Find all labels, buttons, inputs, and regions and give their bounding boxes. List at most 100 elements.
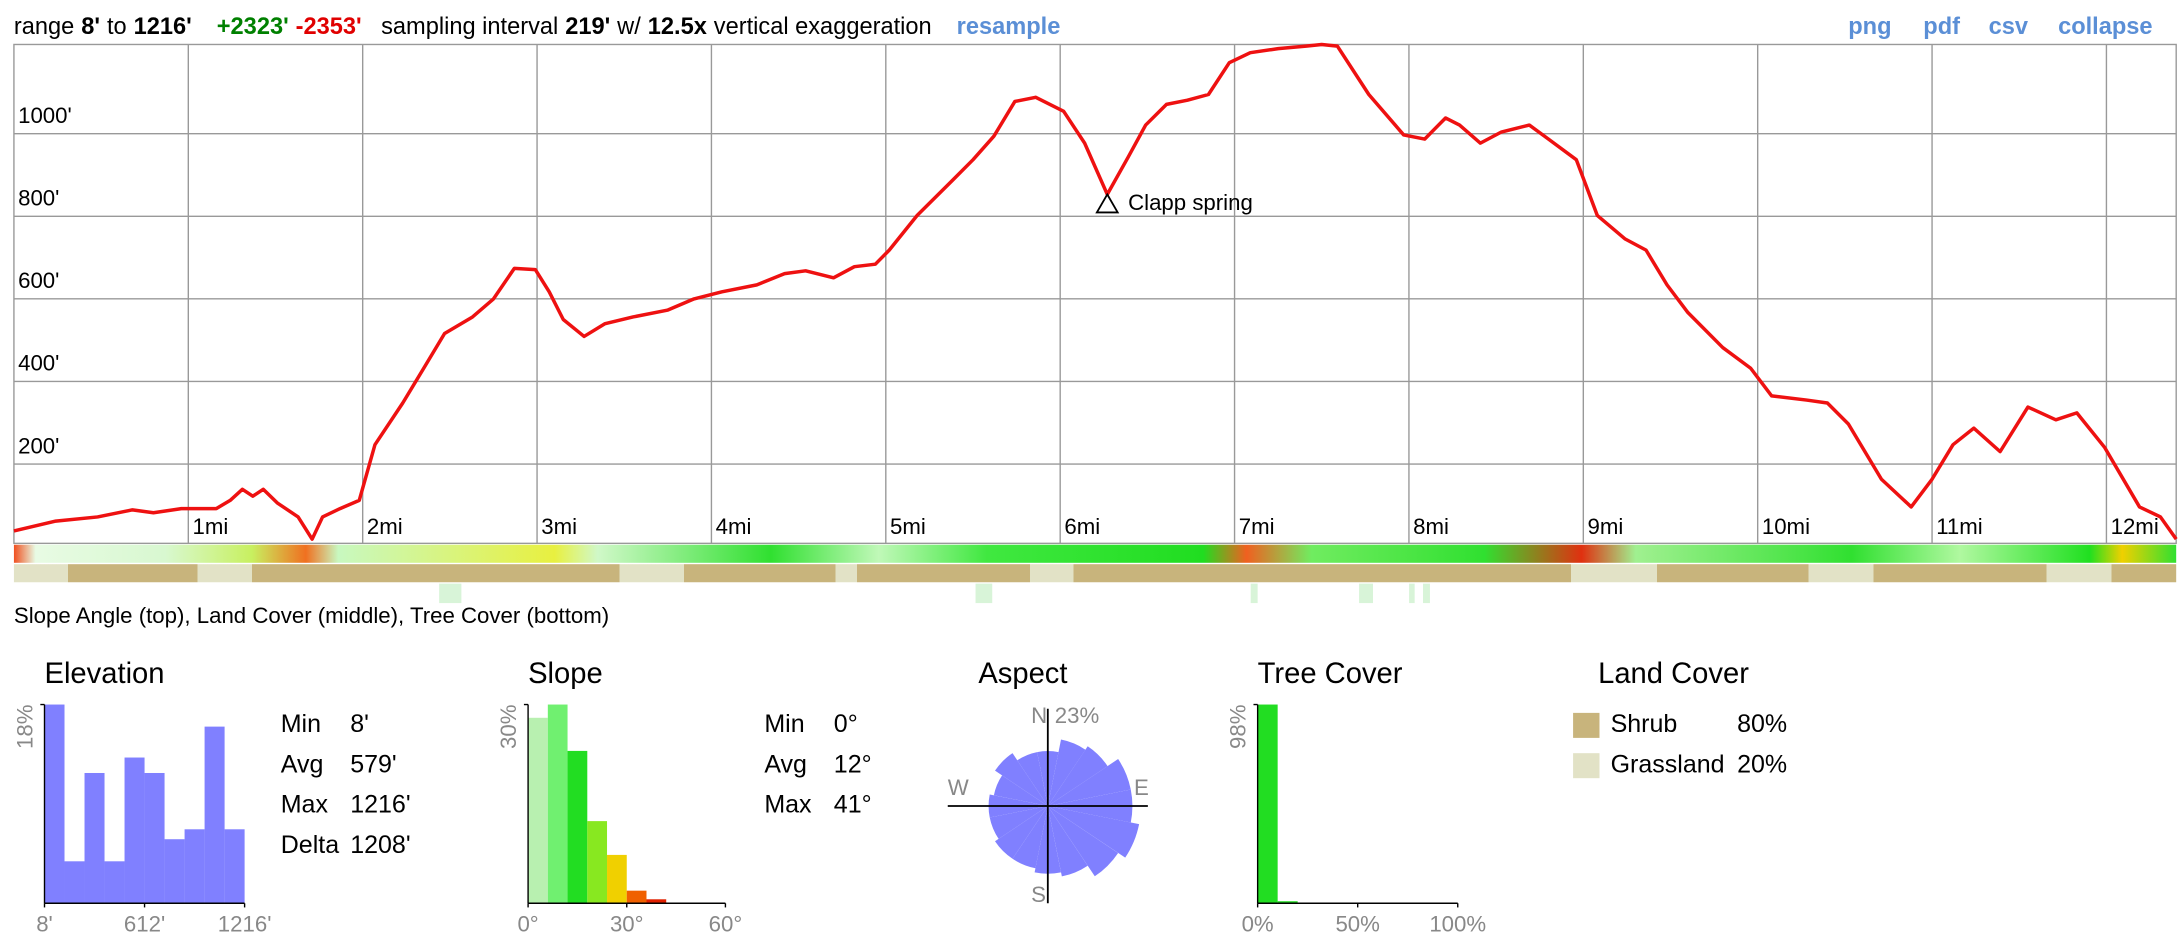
- csv-link[interactable]: csv: [1989, 14, 2029, 40]
- elevation-line: [13, 42, 2178, 541]
- stat-label: Max: [764, 791, 812, 819]
- x-tick-label: 10mi: [1762, 514, 1810, 539]
- y-tick-label: 98%: [1225, 705, 1250, 749]
- collapse-link[interactable]: collapse: [2058, 14, 2152, 40]
- strip-caption: Slope Angle (top), Land Cover (middle), …: [14, 603, 609, 628]
- x-tick-label: 8': [36, 911, 53, 936]
- histogram-bar: [626, 890, 647, 904]
- text: w/: [616, 14, 641, 40]
- legend-share: 20%: [1737, 750, 1787, 778]
- tree-cell: [1409, 583, 1415, 604]
- range-summary: range 8' to 1216' +2323' -2353' sampling inter…: [14, 14, 1060, 40]
- x-tick-label: 30°: [610, 911, 644, 936]
- gain: +2323': [217, 14, 289, 40]
- y-tick-label: 200': [18, 433, 59, 458]
- histogram-bar: [64, 861, 85, 904]
- r-tick-label: 23%: [1055, 703, 1099, 728]
- aspect-sector: [1047, 805, 1119, 877]
- land-cover-strip: [13, 564, 2177, 583]
- histogram-bar: [1277, 901, 1298, 904]
- loss: -2353': [296, 14, 362, 40]
- stat-value: 1208': [350, 831, 410, 859]
- interval: 219': [565, 14, 610, 40]
- x-tick-label: 60°: [709, 911, 743, 936]
- max: 1216': [134, 14, 192, 40]
- histogram-bar: [204, 726, 225, 904]
- aspect-sector: [1047, 746, 1108, 806]
- annotation-label: Clapp spring: [1128, 190, 1253, 215]
- x-tick-label: 2mi: [367, 514, 403, 539]
- x-tick-label: 612': [124, 911, 165, 936]
- aspect-sector: [1047, 805, 1088, 877]
- direction-label: S: [1031, 882, 1046, 907]
- x-tick-label: 7mi: [1239, 514, 1275, 539]
- text: to: [107, 14, 127, 40]
- y-tick-label: 800': [18, 185, 59, 210]
- min: 8': [81, 14, 100, 40]
- plot-frame: [13, 43, 2177, 545]
- slope-strip: [13, 544, 2177, 563]
- x-tick-label: 3mi: [541, 514, 577, 539]
- tree-cell: [975, 583, 993, 604]
- x-tick-label: 5mi: [890, 514, 926, 539]
- x-tick-label: 100%: [1429, 911, 1486, 936]
- histogram-bar: [184, 829, 205, 904]
- tree-cell: [439, 583, 462, 604]
- histogram-bar: [84, 772, 105, 904]
- stat-label: Avg: [281, 750, 324, 778]
- land-cover-legend: Land Cover Shrub 80% Grassland 20%: [1573, 658, 1787, 778]
- x-tick-label: 9mi: [1587, 514, 1623, 539]
- y-tick-label: 400': [18, 351, 59, 376]
- histogram-bar: [124, 757, 145, 904]
- legend-share: 80%: [1737, 710, 1787, 738]
- histogram-bar: [164, 839, 185, 904]
- panel-title: Tree Cover: [1258, 658, 1403, 690]
- stat-value: 8': [350, 710, 369, 738]
- x-tick-label: 8mi: [1413, 514, 1449, 539]
- x-tick-label: 50%: [1335, 911, 1379, 936]
- stat-label: Min: [281, 710, 321, 738]
- histogram-bar: [224, 829, 245, 904]
- stat-label: Avg: [764, 750, 807, 778]
- tree-cover-strip: [439, 583, 1430, 604]
- panel-title: Land Cover: [1598, 658, 1749, 690]
- stat-label: Max: [281, 791, 329, 819]
- histogram-bar: [104, 861, 125, 904]
- aspect-sector: [995, 753, 1048, 806]
- text: range: [14, 14, 74, 40]
- legend-label: Shrub: [1611, 710, 1678, 738]
- y-tick-label: 30%: [496, 705, 521, 749]
- y-tick-label: 1000': [18, 103, 72, 128]
- stat-value: 1216': [350, 791, 410, 819]
- x-tick-label: 4mi: [716, 514, 752, 539]
- resample-link[interactable]: resample: [957, 14, 1061, 40]
- histogram-bar: [646, 899, 667, 904]
- stat-value: 0°: [834, 710, 858, 738]
- aspect-sector: [995, 805, 1048, 859]
- tree-cell: [1250, 583, 1258, 604]
- png-link[interactable]: png: [1848, 14, 1891, 40]
- histogram-bar: [607, 854, 627, 904]
- histogram-bar: [144, 772, 165, 904]
- y-tick-label: 18%: [12, 705, 37, 749]
- histogram-bar: [44, 704, 65, 904]
- stat-label: Delta: [281, 831, 339, 859]
- pdf-link[interactable]: pdf: [1923, 14, 1960, 40]
- histogram-bar: [587, 821, 608, 904]
- aspect-sector: [1012, 805, 1048, 869]
- histogram-bar: [1257, 704, 1278, 904]
- panel-title: Aspect: [978, 658, 1067, 690]
- x-tick-label: 0°: [517, 911, 538, 936]
- aspect-sector: [1047, 805, 1140, 858]
- exaggeration: 12.5x: [648, 14, 707, 40]
- stat-value: 12°: [834, 750, 872, 778]
- legend-swatch: [1573, 712, 1600, 738]
- y-tick-label: 600': [18, 268, 59, 293]
- histogram-bar: [567, 750, 588, 904]
- tree-cell: [1423, 583, 1430, 604]
- x-tick-label: 11mi: [1936, 514, 1983, 539]
- aspect-sector: [1017, 752, 1048, 806]
- aspect-sector: [1047, 739, 1086, 806]
- legend-swatch: [1573, 753, 1600, 779]
